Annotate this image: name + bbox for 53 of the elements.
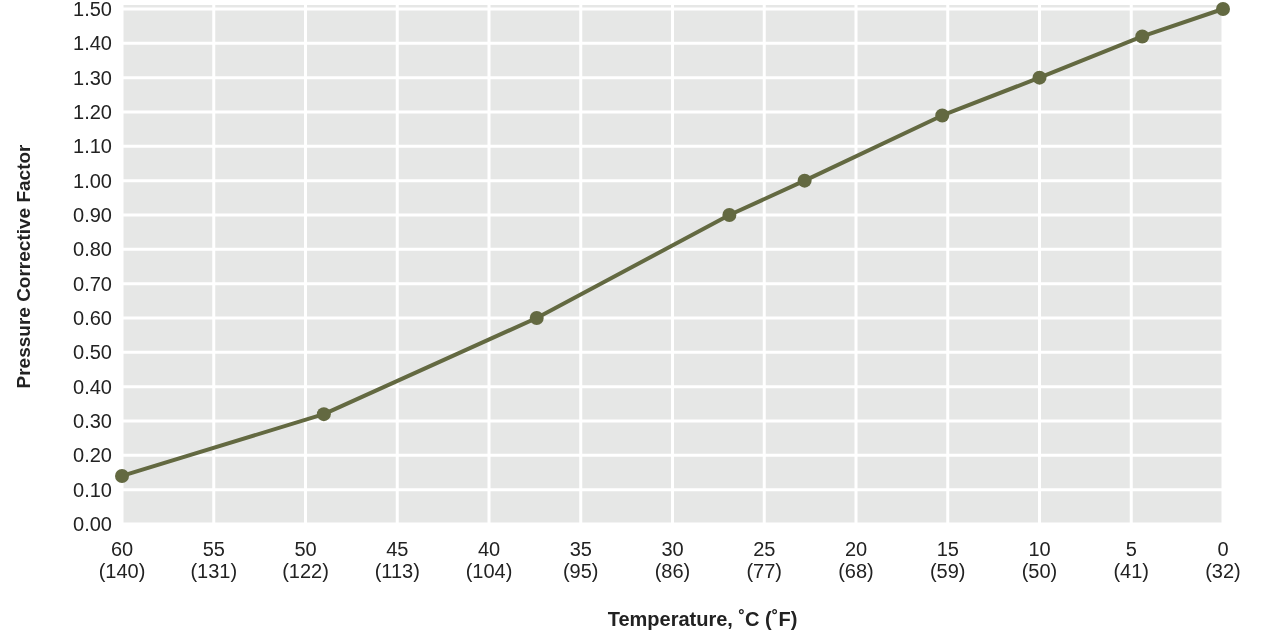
x2-tick-label: (41)	[1113, 560, 1150, 582]
x2-tick-label: (122)	[282, 560, 329, 582]
y-tick-label: 0.80	[73, 238, 112, 261]
point	[316, 407, 331, 422]
x2-tick-label: (113)	[374, 560, 420, 582]
x2-tick-label: (140)	[98, 560, 146, 582]
point	[935, 108, 950, 123]
y-tick-label: 1.50	[73, 0, 112, 20]
x-tick-label: 15	[936, 538, 959, 560]
point	[1032, 70, 1047, 85]
x-axis-title: Temperature, ˚C (˚F)	[607, 608, 798, 630]
point	[529, 311, 544, 325]
x2-tick-label: (131)	[190, 560, 238, 582]
y-tick-label: 0.40	[73, 375, 112, 398]
x2-tick-label: (32)	[1205, 560, 1241, 582]
y-tick-label: 1.40	[73, 32, 112, 55]
x-tick-label: 50	[294, 538, 317, 560]
x2-tick-label: (95)	[562, 560, 599, 582]
y-tick-label: 0.60	[73, 307, 112, 329]
x2-tick-label: (50)	[1021, 560, 1058, 582]
point	[115, 468, 129, 483]
x-tick-label: 40	[477, 538, 501, 560]
y-tick-label: 0.10	[73, 478, 112, 501]
x-tick-label: 20	[844, 538, 868, 560]
y-axis-title: Pressure Corrective Factor	[13, 143, 34, 389]
x2-tick-label: (59)	[929, 560, 966, 582]
y-tick-label: 0.30	[73, 410, 112, 432]
x-tick-label: 35	[569, 538, 592, 560]
y-tick-label: 1.00	[73, 169, 112, 192]
x-tick-label: 10	[1028, 538, 1051, 560]
point	[1135, 29, 1150, 44]
y-tick-label: 1.30	[73, 66, 112, 89]
x2-tick-label: (68)	[838, 560, 874, 582]
y-tick-label: 0.70	[73, 272, 112, 295]
x-tick-label: 60	[110, 538, 134, 560]
y-tick-label: 0.50	[73, 341, 112, 364]
x2-tick-label: (104)	[465, 560, 513, 582]
point	[797, 173, 812, 188]
y-tick-label: 1.10	[73, 135, 112, 158]
x-tick-label: 0	[1217, 538, 1229, 560]
y-tick-label: 0.90	[73, 204, 112, 226]
x-tick-label: 5	[1125, 538, 1137, 560]
x2-tick-label: (86)	[654, 560, 691, 582]
x2-tick-label: (77)	[746, 560, 783, 582]
y-tick-label: 1.20	[73, 101, 112, 123]
x-tick-label: 30	[661, 538, 684, 560]
point	[1216, 2, 1230, 16]
x-tick-label: 25	[753, 538, 776, 560]
y-tick-label: 0.20	[73, 444, 112, 467]
x-tick-label: 55	[202, 538, 225, 560]
point	[722, 208, 737, 222]
y-tick-label: 0.00	[73, 513, 112, 535]
x-tick-label: 45	[386, 538, 409, 560]
